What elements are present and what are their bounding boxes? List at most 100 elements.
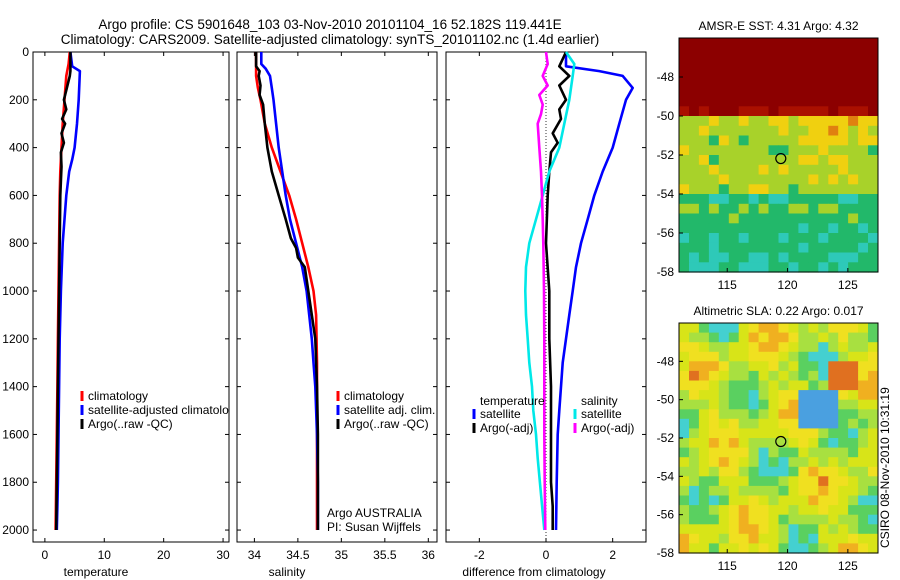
sst-map-cell bbox=[679, 233, 690, 244]
sst-map-cell bbox=[679, 96, 690, 107]
sst-map-ytick-label: -48 bbox=[657, 70, 675, 84]
sla-map-cell bbox=[808, 476, 819, 487]
sla-map-cell bbox=[728, 390, 740, 401]
sla-map-cell bbox=[718, 543, 730, 554]
sst-map-cell bbox=[818, 233, 829, 244]
sst-map-cell bbox=[798, 106, 809, 117]
sla-map-cell bbox=[728, 342, 740, 353]
sla-map-cell bbox=[778, 399, 789, 410]
sst-map-cell bbox=[748, 252, 760, 263]
sst-map-cell bbox=[828, 174, 839, 185]
sst-map-title: AMSR-E SST: 4.31 Argo: 4.32 bbox=[698, 19, 858, 33]
sla-map-cell bbox=[838, 351, 849, 362]
sla-map-cell bbox=[698, 351, 710, 362]
sst-map-cell bbox=[828, 106, 839, 117]
sst-map-cell bbox=[808, 223, 819, 234]
sst-map-cell bbox=[768, 233, 779, 244]
sst-map-cell bbox=[868, 242, 879, 254]
sla-map-cell bbox=[748, 524, 760, 535]
sla-map-cell bbox=[808, 399, 819, 410]
sst-map-cell bbox=[718, 262, 730, 273]
sla-map-cell bbox=[689, 409, 700, 420]
sla-map-cell bbox=[788, 524, 799, 535]
sst-map-cell bbox=[679, 174, 690, 185]
sst-map-cell bbox=[708, 213, 720, 224]
sst-map-cell bbox=[848, 194, 859, 205]
sst-map-cell bbox=[758, 116, 770, 127]
sla-map-panel: Altimetric SLA: 0.22 Argo: 0.017 115 120 12… bbox=[657, 304, 879, 573]
sla-map-cell bbox=[798, 428, 809, 439]
sst-map-cell bbox=[738, 203, 750, 215]
sla-map-cell bbox=[818, 438, 829, 449]
sst-map-cell bbox=[808, 116, 819, 127]
sst-map-cell bbox=[788, 262, 799, 273]
sla-map-cell bbox=[818, 476, 829, 487]
sla-map-ytick-label: -54 bbox=[657, 469, 675, 483]
sla-map-cell bbox=[808, 332, 819, 343]
sla-map-cell bbox=[778, 524, 789, 535]
sst-map-cell bbox=[818, 67, 829, 78]
sst-map-cell bbox=[868, 77, 879, 88]
temperature-xtick-label: 20 bbox=[157, 548, 171, 562]
sla-map-cell bbox=[798, 342, 809, 353]
sla-map-cell bbox=[689, 485, 700, 497]
depth-tick-label: 1800 bbox=[2, 475, 29, 489]
sst-map-cell bbox=[838, 174, 849, 185]
sst-map-cell bbox=[748, 223, 760, 234]
sst-map-cell bbox=[728, 86, 740, 98]
sst-map-cell bbox=[748, 174, 760, 185]
sst-map-cell bbox=[748, 86, 760, 98]
sst-map-cell bbox=[708, 106, 720, 117]
sst-map-cell bbox=[758, 262, 770, 273]
sst-map-cell bbox=[828, 96, 839, 107]
sst-map-cell bbox=[698, 135, 710, 146]
sla-map-cell bbox=[848, 505, 859, 516]
sst-map-cell bbox=[748, 125, 760, 137]
sst-map-cell bbox=[848, 203, 859, 215]
sst-map-cell bbox=[778, 223, 789, 234]
sla-map-cell bbox=[728, 495, 740, 506]
sla-map-cell bbox=[728, 323, 740, 334]
sla-map-cell bbox=[808, 370, 819, 382]
sla-map-cell bbox=[728, 380, 740, 391]
sst-map-cell bbox=[768, 106, 779, 117]
sla-map-cell bbox=[868, 428, 879, 439]
sst-map-cell bbox=[718, 242, 730, 254]
sla-map-cell bbox=[679, 533, 690, 544]
sst-map-cell bbox=[758, 96, 770, 107]
depth-tick-label: 1200 bbox=[2, 332, 29, 346]
csiro-timestamp-label: CSIRO 08-Nov-2010 10:31:19 bbox=[878, 387, 892, 548]
sla-map-cell bbox=[848, 342, 859, 353]
sla-map-cell bbox=[768, 466, 779, 477]
sla-map-cell bbox=[738, 485, 750, 497]
sst-map-cell bbox=[728, 174, 740, 185]
legend-header-salinity: salinity bbox=[581, 394, 618, 408]
sst-map-cell bbox=[698, 223, 710, 234]
sla-map-cell bbox=[768, 447, 779, 458]
sst-map-cell bbox=[748, 135, 760, 146]
sst-map-cell bbox=[698, 125, 710, 137]
sst-map-cell bbox=[689, 242, 700, 254]
sla-map-cell bbox=[758, 390, 770, 401]
sst-map-cell bbox=[808, 125, 819, 137]
sla-map-cell bbox=[698, 418, 710, 429]
sla-map-cell bbox=[818, 380, 829, 391]
sst-map-cell bbox=[728, 194, 740, 205]
sla-map-cell bbox=[788, 409, 799, 420]
sla-map-cell bbox=[788, 447, 799, 458]
sst-map-cell bbox=[798, 213, 809, 224]
sla-map-cell bbox=[738, 447, 750, 458]
sst-map-cell bbox=[868, 125, 879, 137]
sla-map-cell bbox=[828, 418, 839, 429]
salinity-series-satellite-adj-clim bbox=[259, 52, 320, 530]
sst-map-cell bbox=[708, 223, 720, 234]
sla-map-cell bbox=[768, 323, 779, 334]
sst-map-cell bbox=[848, 184, 859, 195]
sst-map-cell bbox=[748, 194, 760, 205]
sla-map-cell bbox=[738, 524, 750, 535]
sst-map-cell bbox=[838, 155, 849, 166]
sla-map-cell bbox=[679, 495, 690, 506]
sla-map-cell bbox=[798, 514, 809, 525]
sla-map-cell bbox=[798, 447, 809, 458]
sst-map-cell bbox=[679, 252, 690, 263]
